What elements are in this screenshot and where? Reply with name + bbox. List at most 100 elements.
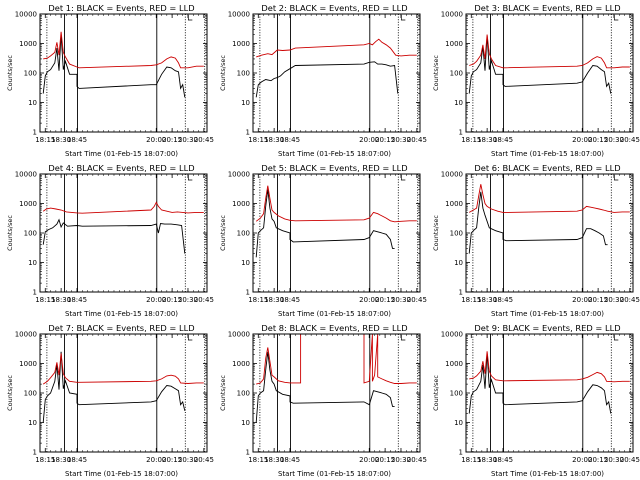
series-line-events: [42, 351, 186, 423]
y-axis-label: Counts/sec: [6, 55, 14, 91]
x-tick-label: 18:15: [248, 136, 268, 144]
corner-marker: [400, 175, 406, 181]
plot-frame: [465, 13, 634, 133]
y-tick-label: 1000: [232, 360, 250, 368]
series-line-lld: [256, 38, 417, 58]
x-tick-label: 18:30: [477, 456, 497, 464]
x-tick-label: 20:00: [359, 296, 379, 304]
y-axis-label: Counts/sec: [432, 375, 440, 411]
y-axis-label: Counts/sec: [6, 375, 14, 411]
y-tick-label: 1: [459, 129, 463, 137]
x-tick-label: 20:30: [604, 296, 624, 304]
x-tick-label: 18:15: [461, 296, 481, 304]
x-tick-label: 18:30: [477, 296, 497, 304]
x-tick-label: 18:45: [67, 296, 87, 304]
y-tick-label: 100: [24, 230, 37, 238]
x-tick-label: 20:30: [178, 136, 198, 144]
y-tick-label: 100: [450, 70, 463, 78]
series-line-events: [468, 191, 608, 254]
y-tick-label: 1: [459, 449, 463, 457]
y-axis-label: Counts/sec: [6, 215, 14, 251]
y-tick-label: 10: [241, 99, 250, 107]
x-tick-label: 20:45: [194, 456, 214, 464]
y-tick-label: 100: [237, 70, 250, 78]
x-tick-label: 20:45: [194, 136, 214, 144]
x-tick-label: 20:00: [572, 456, 592, 464]
y-tick-label: 10: [454, 419, 463, 427]
x-tick-label: 18:45: [280, 296, 300, 304]
x-tick-label: 18:30: [51, 136, 71, 144]
corner-marker: [187, 15, 193, 21]
panel-det-1: Det 1: BLACK = Events, RED = LLD Counts/s…: [6, 3, 214, 158]
x-tick-label: 20:45: [407, 136, 427, 144]
series-line-lld: [468, 184, 630, 213]
x-tick-label: 18:15: [35, 136, 55, 144]
x-tick-label: 20:30: [391, 136, 411, 144]
x-axis-label: Start Time (01-Feb-15 18:07:00): [491, 470, 604, 478]
x-tick-label: 20:00: [572, 296, 592, 304]
plot-frame: [39, 13, 208, 133]
x-tick-label: 18:15: [248, 296, 268, 304]
x-tick-label: 20:15: [588, 296, 608, 304]
x-tick-label: 20:00: [146, 296, 166, 304]
x-tick-label: 20:00: [359, 136, 379, 144]
x-tick-label: 18:45: [280, 136, 300, 144]
y-tick-label: 10: [454, 259, 463, 267]
y-tick-label: 10000: [228, 11, 250, 19]
y-tick-label: 10: [28, 259, 37, 267]
corner-marker: [187, 175, 193, 181]
series-line-events: [42, 34, 186, 98]
y-tick-label: 1000: [445, 360, 463, 368]
plot-frame: [465, 173, 634, 293]
y-tick-label: 100: [450, 390, 463, 398]
y-tick-label: 1: [33, 289, 37, 297]
panel-det-9: Det 9: BLACK = Events, RED = LLD Counts/s…: [432, 323, 640, 478]
x-tick-label: 20:30: [391, 456, 411, 464]
x-tick-label: 18:30: [477, 136, 497, 144]
y-tick-label: 1: [33, 449, 37, 457]
series-line-lld: [42, 353, 204, 385]
x-tick-label: 20:45: [407, 296, 427, 304]
x-tick-label: 18:45: [493, 456, 513, 464]
y-tick-label: 1000: [445, 200, 463, 208]
corner-marker: [613, 175, 619, 181]
x-tick-label: 20:15: [375, 136, 395, 144]
y-axis-label: Counts/sec: [219, 375, 227, 411]
x-tick-label: 20:30: [604, 456, 624, 464]
series-line-events: [42, 218, 186, 254]
y-tick-label: 10000: [441, 171, 463, 179]
y-tick-label: 10: [28, 419, 37, 427]
x-tick-label: 18:45: [67, 136, 87, 144]
corner-marker: [613, 15, 619, 21]
panel-det-7: Det 7: BLACK = Events, RED = LLD Counts/s…: [6, 323, 214, 478]
x-tick-label: 18:15: [35, 296, 55, 304]
x-tick-label: 20:45: [620, 136, 640, 144]
series-line-lld: [256, 333, 417, 385]
x-tick-label: 18:45: [493, 296, 513, 304]
x-axis-label: Start Time (01-Feb-15 18:07:00): [278, 150, 391, 158]
x-tick-label: 20:30: [604, 136, 624, 144]
y-tick-label: 10000: [228, 171, 250, 179]
x-tick-label: 20:45: [620, 456, 640, 464]
panel-det-2: Det 2: BLACK = Events, RED = LLD Counts/s…: [219, 3, 427, 158]
series-line-events: [468, 353, 612, 414]
y-tick-label: 1000: [232, 200, 250, 208]
y-tick-label: 10: [241, 259, 250, 267]
x-tick-label: 18:30: [264, 456, 284, 464]
y-axis-label: Counts/sec: [432, 215, 440, 251]
plot-frame: [252, 13, 421, 133]
corner-marker: [613, 335, 619, 341]
panel-title: Det 6: BLACK = Events, RED = LLD: [474, 163, 620, 173]
x-tick-label: 20:00: [146, 456, 166, 464]
x-tick-label: 18:15: [461, 456, 481, 464]
series-line-events: [468, 35, 612, 94]
corner-marker: [400, 335, 406, 341]
series-line-lld: [43, 31, 204, 69]
plot-frame: [465, 333, 634, 453]
x-tick-label: 18:30: [264, 136, 284, 144]
y-tick-label: 1000: [445, 40, 463, 48]
x-axis-label: Start Time (01-Feb-15 18:07:00): [491, 150, 604, 158]
x-tick-label: 20:00: [572, 136, 592, 144]
x-tick-label: 20:00: [359, 456, 379, 464]
